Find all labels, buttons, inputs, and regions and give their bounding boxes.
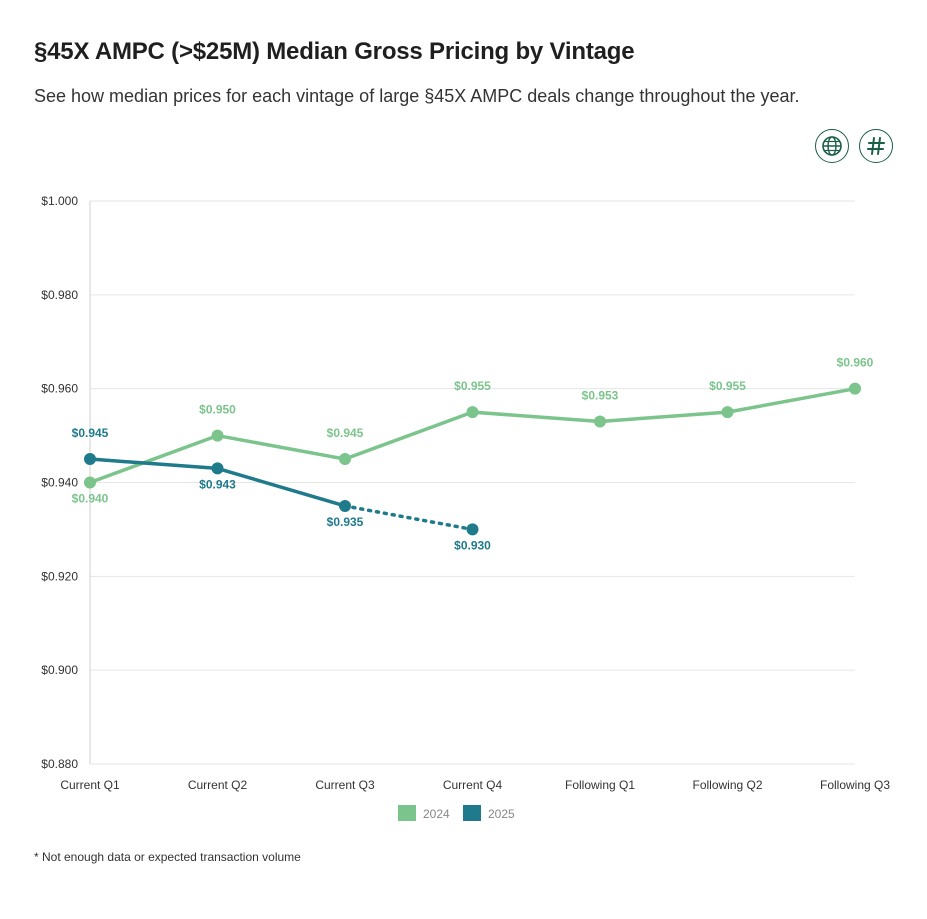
data-label-2024: $0.960 [837, 356, 874, 370]
series-line-2025 [88, 457, 220, 471]
data-point-2024 [466, 406, 479, 419]
data-point-2024 [594, 415, 606, 428]
data-labels: $0.940 $0.950 $0.945 $0.955 $0.953 $0.955 $0.9… [72, 356, 874, 553]
series-line-2025-dashed [343, 504, 475, 532]
globe-button[interactable] [815, 129, 849, 163]
data-label-2024: $0.955 [454, 379, 491, 393]
series-line-2025 [215, 466, 347, 508]
hash-icon [867, 137, 885, 155]
data-point-2024 [211, 429, 224, 442]
legend-swatch-2025 [463, 805, 481, 821]
x-tick-label: Following Q2 [692, 778, 762, 792]
data-label-2024: $0.945 [327, 426, 364, 440]
x-tick-label: Following Q3 [820, 778, 890, 792]
globe-icon [822, 136, 842, 156]
footnote: * Not enough data or expected transactio… [34, 850, 301, 864]
y-tick-label: $0.980 [41, 288, 78, 302]
data-point-2025 [466, 523, 479, 536]
series-line-2024 [88, 433, 220, 485]
data-point-2025 [339, 499, 351, 512]
x-tick-label: Current Q2 [188, 778, 248, 792]
data-point-2025 [211, 462, 224, 475]
y-tick-label: $0.960 [41, 382, 78, 396]
y-tick-label: $0.880 [41, 757, 78, 771]
data-label-2024: $0.953 [582, 389, 619, 403]
series-line-2024 [215, 433, 347, 461]
x-tick-label: Following Q1 [565, 778, 635, 792]
chart-subtitle: See how median prices for each vintage o… [34, 86, 800, 106]
legend-label-2025: 2025 [488, 807, 515, 821]
y-tick-label: $0.900 [41, 663, 78, 677]
legend-swatch-2024 [398, 805, 416, 821]
x-tick-label: Current Q4 [443, 778, 503, 792]
y-tick-label: $0.940 [41, 476, 78, 490]
series-line-2024 [725, 386, 857, 414]
data-point-2024 [721, 406, 734, 419]
y-tick-label: $1.000 [41, 194, 78, 208]
legend-label-2024: 2024 [423, 807, 450, 821]
data-point-2024 [339, 453, 351, 466]
data-point-2024 [849, 382, 861, 395]
gridlines [90, 200, 855, 765]
data-label-2025: $0.943 [199, 477, 236, 491]
data-label-2025: $0.945 [72, 426, 109, 440]
data-label-2024: $0.940 [72, 492, 109, 506]
data-label-2025: $0.930 [454, 538, 491, 552]
data-point-2024 [84, 476, 96, 489]
data-label-2024: $0.950 [199, 403, 236, 417]
series [84, 382, 861, 536]
chart-title: §45X AMPC (>$25M) Median Gross Pricing b… [34, 38, 635, 65]
legend: 2024 2025 [398, 805, 515, 821]
series-line-2024 [598, 410, 730, 424]
series-line-2024 [470, 410, 602, 424]
data-label-2025: $0.935 [327, 515, 364, 529]
x-tick-label: Current Q3 [315, 778, 375, 792]
data-label-2024: $0.955 [709, 379, 746, 393]
y-tick-label: $0.920 [41, 569, 78, 583]
series-line-2024 [343, 410, 475, 461]
x-tick-label: Current Q1 [60, 778, 120, 792]
hash-button[interactable] [859, 129, 893, 163]
data-point-2025 [84, 453, 96, 466]
axes: $0.880 $0.900 $0.920 $0.940 $0.960 $0.980 $1.0… [41, 194, 890, 792]
